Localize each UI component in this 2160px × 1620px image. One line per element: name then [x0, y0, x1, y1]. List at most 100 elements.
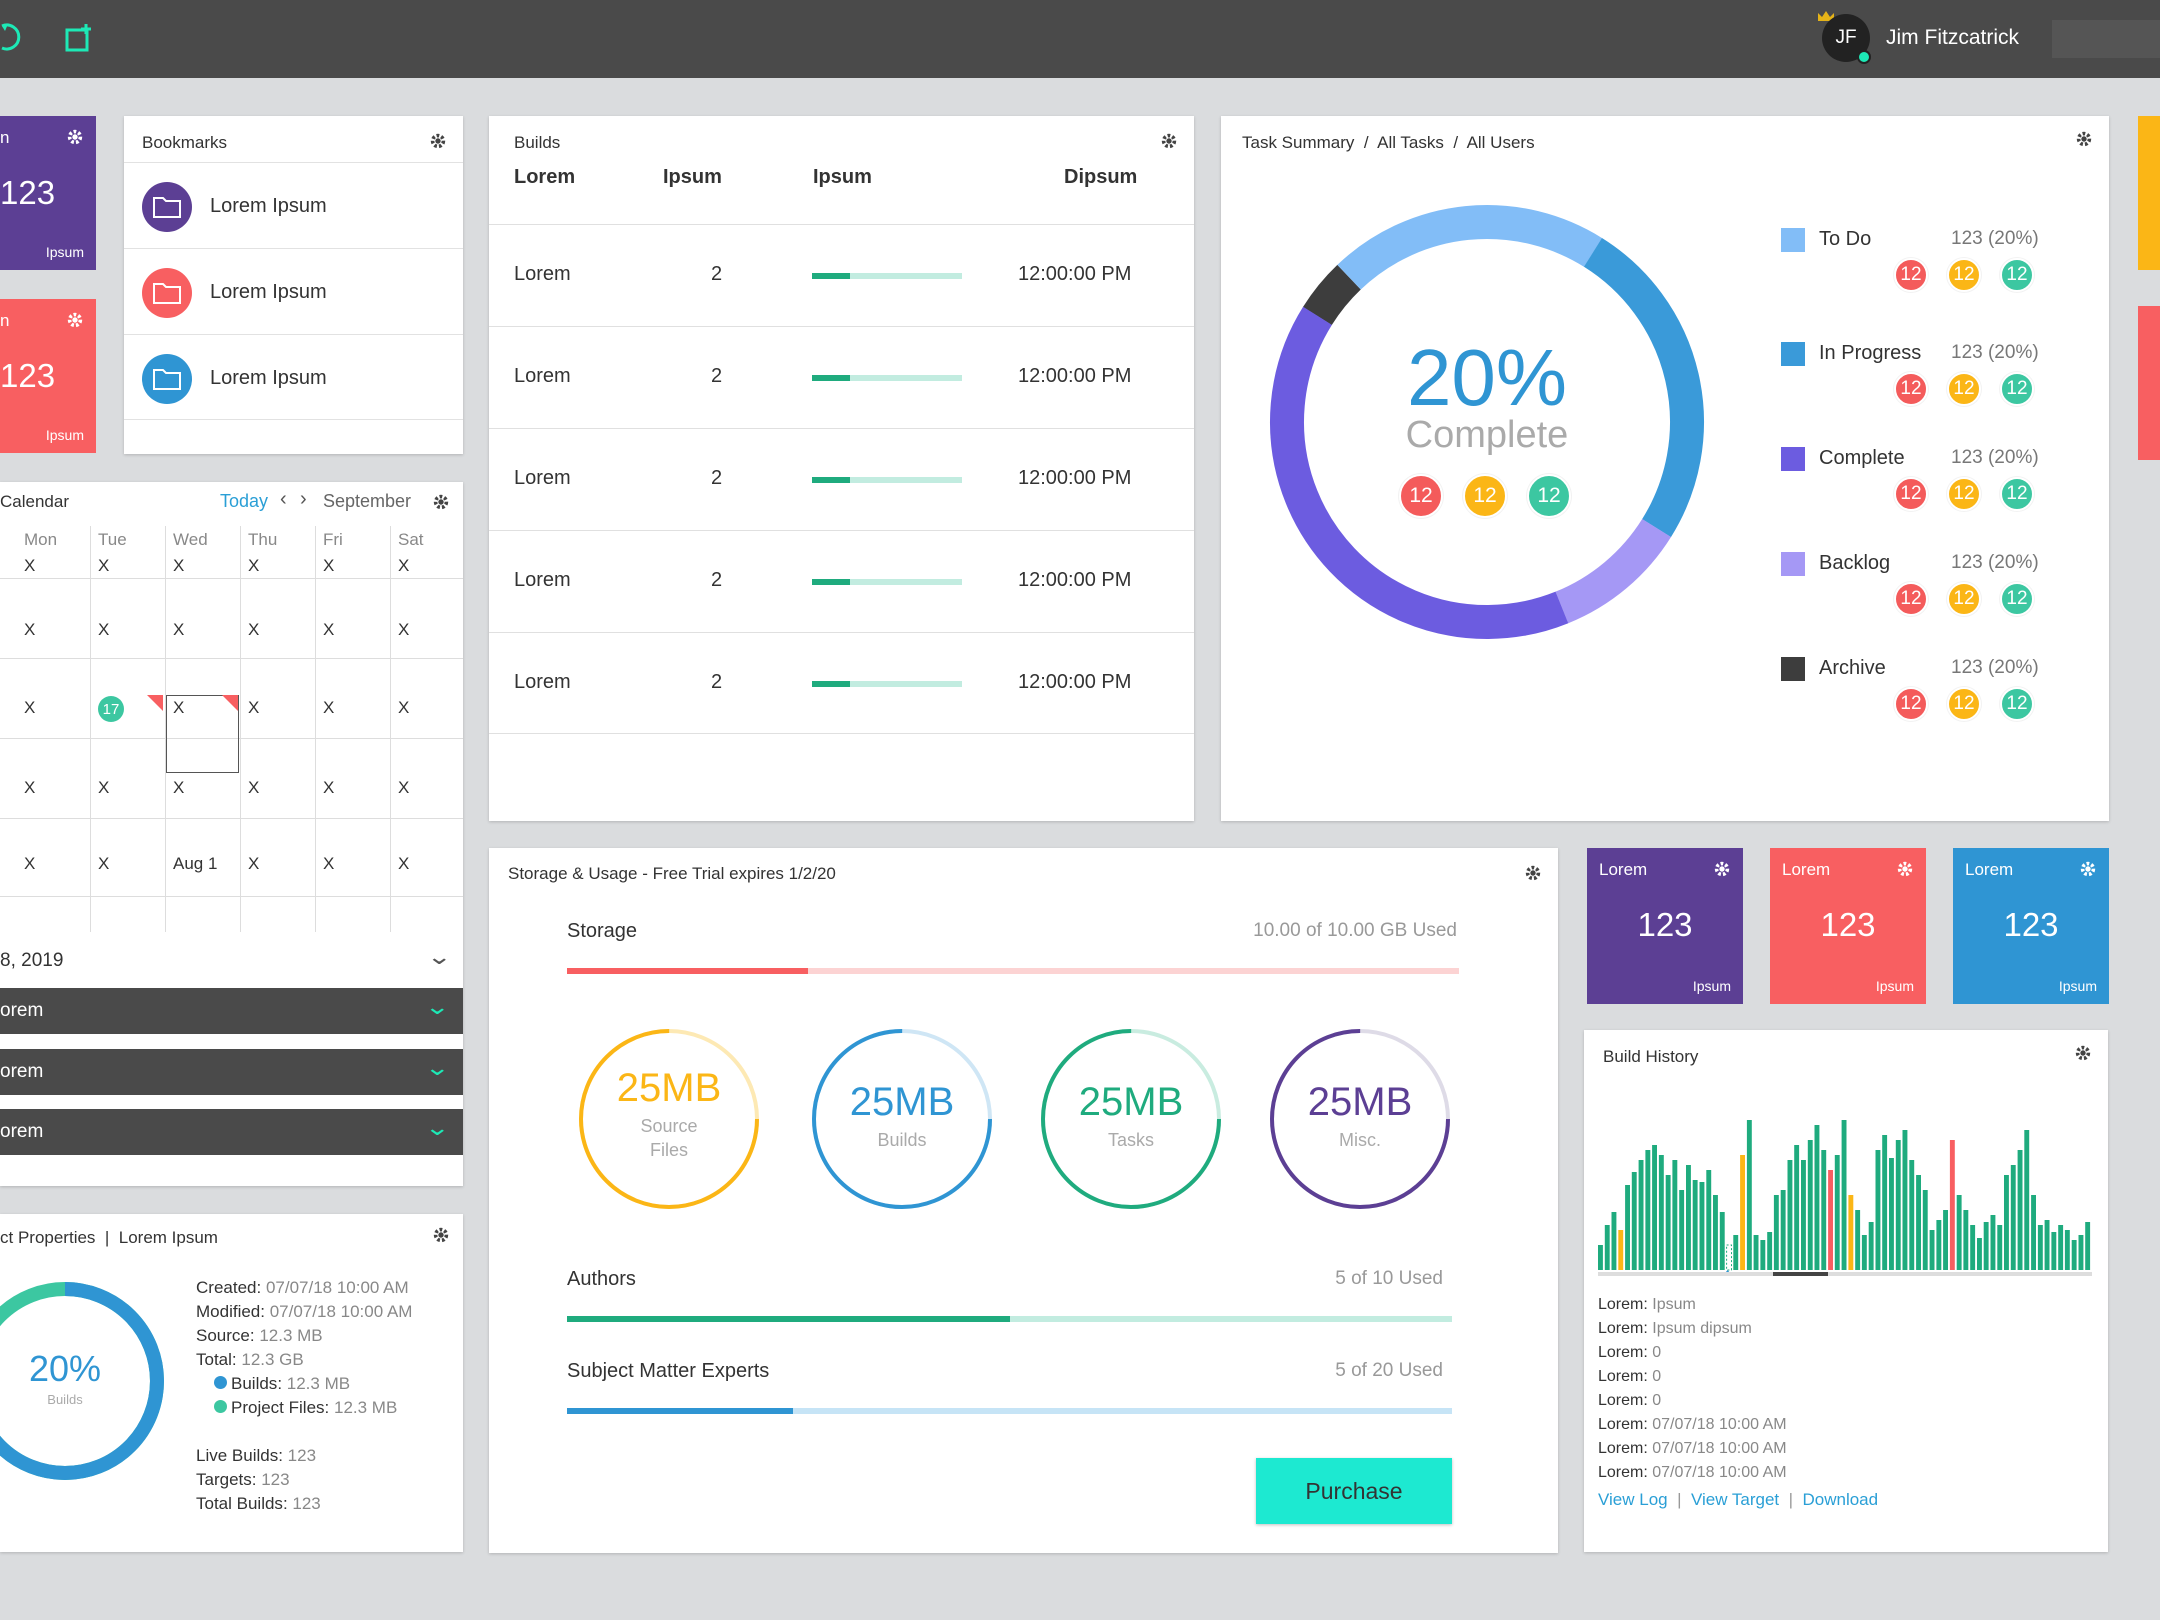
history-bar[interactable] [2064, 1230, 2070, 1270]
history-bar[interactable] [1672, 1160, 1678, 1270]
history-bar[interactable] [1997, 1225, 2003, 1270]
history-bar[interactable] [1665, 1175, 1671, 1270]
gear-icon[interactable] [1713, 860, 1731, 878]
calendar-day[interactable]: X [323, 620, 335, 639]
calendar-day[interactable]: X [323, 698, 335, 717]
gear-icon[interactable] [2079, 860, 2097, 878]
chevron-down-icon[interactable]: ⌄ [424, 1115, 451, 1140]
today-link[interactable]: Today [220, 491, 269, 511]
left-tile-1[interactable]: n 123 Ipsum [0, 116, 96, 270]
left-tile-2[interactable]: n 123 Ipsum [0, 299, 96, 453]
history-bar[interactable] [1787, 1160, 1793, 1270]
calendar-day[interactable]: X [323, 778, 335, 797]
history-bar[interactable] [1652, 1145, 1657, 1270]
donut-slice-in-progress[interactable] [1267, 202, 1707, 642]
history-bar[interactable] [1794, 1145, 1800, 1270]
history-bar[interactable] [1719, 1212, 1725, 1270]
breadcrumb-item[interactable]: Task Summary [1242, 133, 1355, 152]
calendar-day[interactable]: X [248, 698, 260, 717]
history-bar[interactable] [1895, 1140, 1901, 1270]
history-bar[interactable] [1746, 1120, 1752, 1270]
collapsed-row[interactable]: orem ⌄ [0, 1049, 463, 1095]
history-bar[interactable] [1692, 1180, 1698, 1270]
calendar-day[interactable]: X [98, 854, 110, 873]
history-bar[interactable] [1686, 1165, 1691, 1270]
calendar-day[interactable]: Aug 1 [173, 854, 218, 873]
history-bar[interactable] [1868, 1222, 1874, 1270]
calendar-day[interactable]: X [248, 556, 260, 575]
history-bar[interactable] [1753, 1235, 1759, 1270]
history-bar[interactable] [1936, 1220, 1942, 1270]
history-bar[interactable] [2010, 1165, 2016, 1270]
gear-icon[interactable] [432, 1226, 450, 1244]
history-bar[interactable] [1902, 1130, 1908, 1270]
purchase-button[interactable]: Purchase [1256, 1458, 1452, 1524]
stat-tile-2[interactable]: Lorem 123 Ipsum [1770, 848, 1926, 1004]
history-bar[interactable] [1780, 1190, 1786, 1270]
table-row[interactable]: Lorem 2 12:00:00 PM [489, 224, 1194, 326]
history-scroll-track[interactable] [1598, 1272, 2092, 1276]
history-bar[interactable] [1773, 1195, 1779, 1270]
bookmark-item[interactable]: Lorem Ipsum [124, 334, 463, 420]
calendar-day[interactable]: X [98, 778, 110, 797]
history-bar[interactable] [1625, 1185, 1630, 1270]
history-bar[interactable] [1726, 1244, 1733, 1271]
calendar-day[interactable]: X [398, 620, 410, 639]
history-bar[interactable] [1828, 1170, 1833, 1270]
gear-icon[interactable] [1524, 864, 1542, 882]
history-bar[interactable] [1949, 1140, 1955, 1270]
history-bar[interactable] [2004, 1175, 2009, 1270]
calendar-day[interactable]: X [398, 778, 410, 797]
user-name[interactable]: Jim Fitzcatrick [1886, 26, 2019, 49]
history-bar[interactable] [1631, 1172, 1637, 1270]
history-bar[interactable] [2058, 1225, 2064, 1270]
stat-tile-1[interactable]: Lorem 123 Ipsum [1587, 848, 1743, 1004]
stat-tile-3[interactable]: Lorem 123 Ipsum [1953, 848, 2109, 1004]
history-bar[interactable] [1889, 1158, 1894, 1270]
legend-label[interactable]: In Progress [1819, 342, 1922, 364]
bookmark-item[interactable]: Lorem Ipsum [124, 248, 463, 334]
calendar-day[interactable]: X [398, 556, 410, 575]
view-target-link[interactable]: View Target [1690, 1490, 1780, 1509]
calendar-day[interactable]: X [24, 556, 36, 575]
history-bar[interactable] [1807, 1140, 1813, 1270]
history-bar[interactable] [1909, 1160, 1915, 1270]
history-bar[interactable] [1821, 1150, 1827, 1270]
history-bar[interactable] [2051, 1232, 2057, 1270]
calendar-day[interactable]: X [248, 854, 260, 873]
download-link[interactable]: Download [1802, 1490, 1879, 1509]
history-bar[interactable] [1841, 1120, 1847, 1270]
legend-label[interactable]: Complete [1819, 447, 1905, 469]
calendar-day[interactable]: X [398, 854, 410, 873]
history-bar[interactable] [1861, 1235, 1867, 1270]
table-row[interactable]: Lorem 2 12:00:00 PM [489, 632, 1194, 734]
calendar-day[interactable]: X [24, 854, 36, 873]
history-bar[interactable] [1929, 1230, 1935, 1270]
history-bar[interactable] [1760, 1240, 1766, 1270]
history-bar[interactable] [1604, 1225, 1610, 1270]
history-bar[interactable] [1645, 1150, 1651, 1270]
legend-label[interactable]: Backlog [1819, 552, 1891, 574]
calendar-day[interactable]: X [173, 556, 185, 575]
calendar-day[interactable]: X [24, 620, 36, 639]
history-bar[interactable] [1733, 1235, 1739, 1270]
chevron-left-icon[interactable]: ‹ [280, 488, 287, 510]
history-bar[interactable] [1699, 1182, 1705, 1270]
history-bar[interactable] [2031, 1195, 2036, 1270]
gear-icon[interactable] [429, 132, 447, 150]
calendar-day[interactable]: X [24, 778, 36, 797]
view-log-link[interactable]: View Log [1598, 1490, 1668, 1509]
history-bar[interactable] [1922, 1190, 1928, 1270]
history-bar[interactable] [2024, 1130, 2030, 1270]
legend-label[interactable]: Archive [1819, 657, 1886, 679]
calendar-day[interactable]: X [173, 778, 185, 797]
gear-icon[interactable] [66, 311, 84, 329]
history-bar[interactable] [1706, 1170, 1712, 1270]
chevron-down-icon[interactable]: ⌄ [424, 1055, 451, 1080]
edge-tile-yellow[interactable] [2138, 116, 2160, 270]
calendar-day-today[interactable]: 17 [98, 696, 124, 722]
history-bar[interactable] [1713, 1195, 1718, 1270]
history-bar[interactable] [1814, 1125, 1820, 1270]
calendar-day[interactable]: X [173, 620, 185, 639]
history-scroll-thumb[interactable] [1773, 1272, 1828, 1276]
